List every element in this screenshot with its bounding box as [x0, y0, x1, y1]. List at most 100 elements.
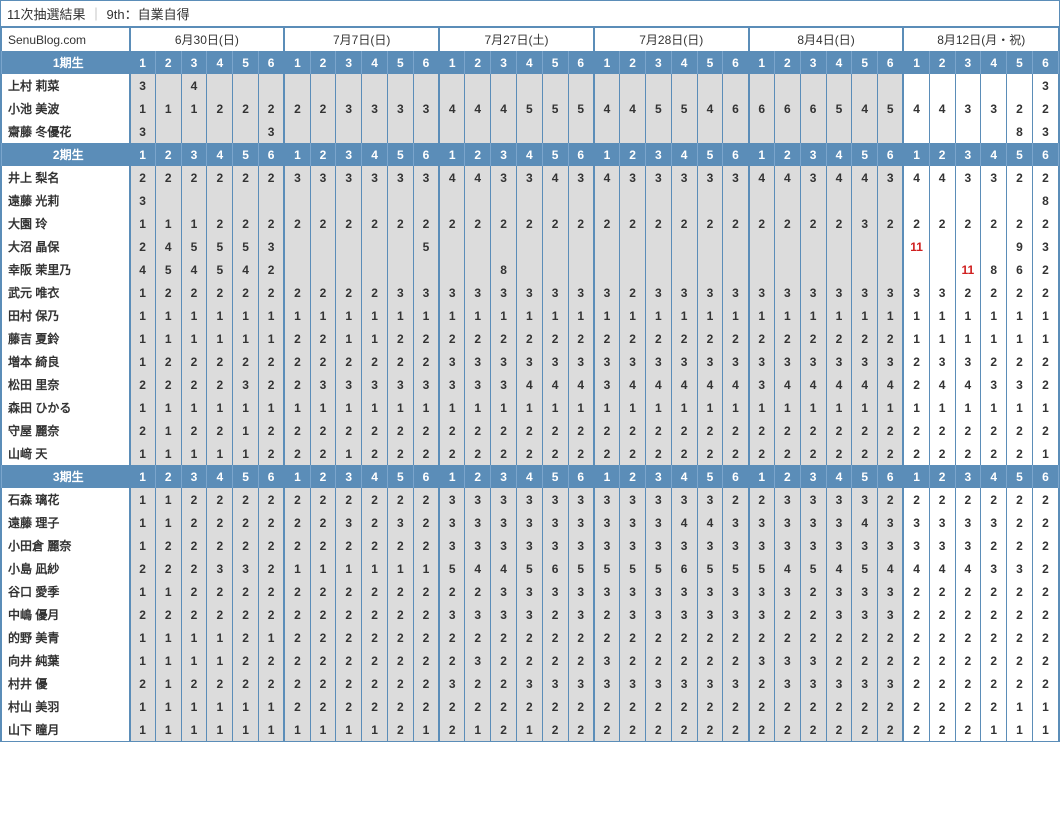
- value-cell: 5: [542, 97, 568, 120]
- value-cell: 3: [413, 97, 439, 120]
- value-cell: 11: [955, 258, 981, 281]
- value-cell: 2: [723, 649, 749, 672]
- value-cell: 4: [774, 557, 800, 580]
- value-cell: 3: [903, 534, 929, 557]
- value-cell: 2: [439, 695, 465, 718]
- value-cell: 1: [258, 396, 284, 419]
- col-number: 5: [697, 465, 723, 488]
- value-cell: [878, 189, 904, 212]
- value-cell: [852, 120, 878, 143]
- col-number: 6: [878, 143, 904, 166]
- value-cell: 3: [800, 649, 826, 672]
- value-cell: 6: [723, 97, 749, 120]
- value-cell: 3: [697, 672, 723, 695]
- value-cell: 2: [1032, 166, 1058, 189]
- value-cell: 2: [233, 350, 259, 373]
- value-cell: 1: [258, 327, 284, 350]
- col-number: 1: [903, 465, 929, 488]
- col-number: 1: [439, 465, 465, 488]
- value-cell: 2: [310, 97, 336, 120]
- member-row: 増本 綺良12222222222233333333333333333323322…: [2, 350, 1059, 373]
- value-cell: 3: [645, 511, 671, 534]
- value-cell: 2: [130, 672, 156, 695]
- value-cell: 1: [387, 396, 413, 419]
- value-cell: 1: [284, 718, 310, 741]
- member-name: 大沼 晶保: [2, 235, 130, 258]
- value-cell: 3: [749, 580, 775, 603]
- value-cell: 2: [749, 488, 775, 511]
- col-number: 2: [465, 143, 491, 166]
- value-cell: 2: [336, 603, 362, 626]
- value-cell: 2: [207, 511, 233, 534]
- value-cell: 2: [310, 442, 336, 465]
- value-cell: 1: [516, 304, 542, 327]
- value-cell: 3: [645, 580, 671, 603]
- value-cell: [284, 120, 310, 143]
- value-cell: 6: [749, 97, 775, 120]
- value-cell: 2: [181, 488, 207, 511]
- value-cell: 4: [903, 557, 929, 580]
- value-cell: 3: [516, 672, 542, 695]
- value-cell: 2: [336, 488, 362, 511]
- value-cell: 1: [181, 327, 207, 350]
- value-cell: 2: [181, 557, 207, 580]
- value-cell: 3: [620, 534, 646, 557]
- value-cell: 2: [878, 695, 904, 718]
- value-cell: [594, 120, 620, 143]
- value-cell: [671, 258, 697, 281]
- value-cell: 2: [1032, 350, 1058, 373]
- value-cell: 1: [233, 327, 259, 350]
- value-cell: 2: [929, 488, 955, 511]
- value-cell: 1: [723, 396, 749, 419]
- value-cell: 3: [439, 373, 465, 396]
- value-cell: [981, 189, 1007, 212]
- value-cell: 2: [955, 580, 981, 603]
- value-cell: 2: [749, 626, 775, 649]
- value-cell: 2: [800, 442, 826, 465]
- value-cell: 1: [336, 396, 362, 419]
- value-cell: 3: [207, 557, 233, 580]
- member-name: 幸阪 茉里乃: [2, 258, 130, 281]
- value-cell: [697, 235, 723, 258]
- value-cell: 1: [336, 557, 362, 580]
- value-cell: 2: [387, 580, 413, 603]
- member-name: 山下 瞳月: [2, 718, 130, 741]
- value-cell: 4: [594, 166, 620, 189]
- value-cell: 2: [1032, 580, 1058, 603]
- col-number: 2: [929, 465, 955, 488]
- value-cell: 2: [1032, 511, 1058, 534]
- value-cell: [826, 258, 852, 281]
- value-cell: 1: [697, 396, 723, 419]
- value-cell: 2: [207, 373, 233, 396]
- value-cell: 4: [878, 557, 904, 580]
- value-cell: 2: [955, 419, 981, 442]
- value-cell: 2: [465, 626, 491, 649]
- value-cell: 3: [800, 511, 826, 534]
- value-cell: 2: [620, 695, 646, 718]
- value-cell: 3: [697, 534, 723, 557]
- value-cell: 2: [774, 442, 800, 465]
- value-cell: 1: [826, 304, 852, 327]
- value-cell: 1: [439, 304, 465, 327]
- member-name: 武元 唯衣: [2, 281, 130, 304]
- value-cell: 3: [465, 488, 491, 511]
- value-cell: 3: [774, 672, 800, 695]
- col-number: 5: [233, 51, 259, 74]
- value-cell: [207, 189, 233, 212]
- value-cell: 3: [620, 166, 646, 189]
- value-cell: 2: [181, 166, 207, 189]
- value-cell: [645, 235, 671, 258]
- value-cell: 3: [671, 580, 697, 603]
- value-cell: 2: [955, 281, 981, 304]
- value-cell: 4: [955, 373, 981, 396]
- value-cell: 1: [207, 304, 233, 327]
- title-left: 11次抽選結果: [7, 7, 86, 22]
- value-cell: 3: [878, 534, 904, 557]
- value-cell: 3: [671, 488, 697, 511]
- value-cell: 2: [207, 212, 233, 235]
- value-cell: 2: [1007, 281, 1033, 304]
- value-cell: 2: [233, 97, 259, 120]
- value-cell: [723, 258, 749, 281]
- date-header-row: SenuBlog.com6月30日(日)7月7日(日)7月27日(土)7月28日…: [2, 28, 1059, 52]
- value-cell: 3: [955, 511, 981, 534]
